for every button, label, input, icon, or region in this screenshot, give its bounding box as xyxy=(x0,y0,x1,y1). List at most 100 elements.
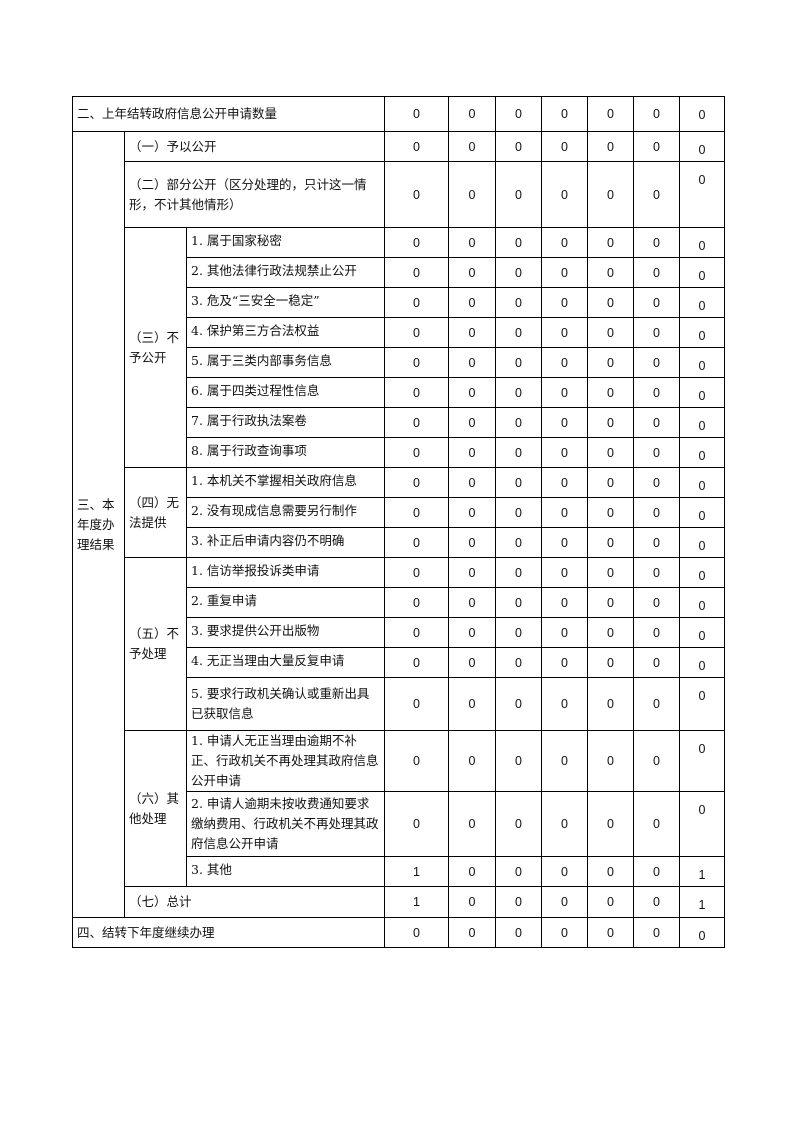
value-cell: 0 xyxy=(679,527,725,558)
value-cell: 0 xyxy=(633,587,680,618)
value-cell: 0 xyxy=(633,257,680,288)
value-cell: 0 xyxy=(495,227,542,258)
value-cell: 0 xyxy=(384,557,449,588)
value-cell: 0 xyxy=(495,677,542,731)
value-cell: 0 xyxy=(495,557,542,588)
value-cell: 0 xyxy=(495,347,542,378)
item-label: 2. 没有现成信息需要另行制作 xyxy=(186,497,385,528)
value-cell: 0 xyxy=(587,587,634,618)
value-cell: 0 xyxy=(679,467,725,498)
value-cell: 0 xyxy=(541,161,588,228)
value-cell: 0 xyxy=(679,317,725,348)
value-cell: 0 xyxy=(384,587,449,618)
value-cell: 0 xyxy=(541,497,588,528)
value-cell: 0 xyxy=(587,257,634,288)
table-row: 2. 重复申请 0 0 0 0 0 0 0 xyxy=(73,587,725,618)
value-cell: 0 xyxy=(541,347,588,378)
value-cell: 0 xyxy=(448,587,496,618)
table-row: （五）不予处理 1. 信访举报投诉类申请 0 0 0 0 0 0 0 xyxy=(73,557,725,731)
item-label: 8. 属于行政查询事项 xyxy=(186,437,385,468)
value-cell: 0 xyxy=(384,791,449,857)
group-label: （六）其他处理 xyxy=(124,730,187,887)
value-cell: 0 xyxy=(448,131,496,162)
value-cell: 0 xyxy=(633,497,680,528)
row-label: （一）予以公开 xyxy=(124,131,385,162)
value-cell: 0 xyxy=(679,161,725,228)
value-cell: 0 xyxy=(384,917,449,948)
value-cell: 0 xyxy=(495,257,542,288)
value-cell: 0 xyxy=(679,730,725,792)
value-cell: 0 xyxy=(587,437,634,468)
value-cell: 0 xyxy=(495,856,542,887)
item-label: 2. 重复申请 xyxy=(186,587,385,618)
table-row: 3. 其他 1 0 0 0 0 0 1 xyxy=(73,856,725,887)
value-cell: 0 xyxy=(448,791,496,857)
value-cell: 0 xyxy=(587,347,634,378)
value-cell: 0 xyxy=(679,407,725,438)
value-cell: 0 xyxy=(541,467,588,498)
value-cell: 0 xyxy=(495,587,542,618)
table-row: 二、上年结转政府信息公开申请数量 0 0 0 0 0 0 0 xyxy=(72,96,725,132)
value-cell: 0 xyxy=(633,677,680,731)
table-row: （三）不予公开 1. 属于国家秘密 0 0 0 0 0 0 0 xyxy=(73,227,725,468)
value-cell: 0 xyxy=(541,227,588,258)
row-label: （二）部分公开（区分处理的，只计这一情形，不计其他情形） xyxy=(124,161,385,228)
value-cell: 0 xyxy=(495,730,542,792)
value-cell: 0 xyxy=(679,287,725,318)
value-cell: 0 xyxy=(587,791,634,857)
table-row: （七）总计 1 0 0 0 0 0 1 xyxy=(73,886,725,918)
value-cell: 0 xyxy=(541,647,588,678)
table-row: 2. 申请人逾期未按收费通知要求缴纳费用、行政机关不再处理其政府信息公开申请 0 0… xyxy=(73,791,725,857)
value-cell: 0 xyxy=(495,377,542,408)
value-cell: 0 xyxy=(587,557,634,588)
value-cell: 0 xyxy=(448,96,496,132)
value-cell: 0 xyxy=(633,131,680,162)
value-cell: 0 xyxy=(587,161,634,228)
value-cell: 0 xyxy=(384,497,449,528)
value-cell: 0 xyxy=(679,257,725,288)
item-label: 1. 申请人无正当理由逾期不补正、行政机关不再处理其政府信息公开申请 xyxy=(186,730,385,792)
value-cell: 0 xyxy=(541,317,588,348)
value-cell: 0 xyxy=(679,557,725,588)
value-cell: 0 xyxy=(541,407,588,438)
value-cell: 0 xyxy=(633,856,680,887)
value-cell: 0 xyxy=(587,886,634,918)
value-cell: 0 xyxy=(495,527,542,558)
value-cell: 0 xyxy=(384,161,449,228)
value-cell: 0 xyxy=(587,617,634,648)
value-cell: 1 xyxy=(679,886,725,918)
value-cell: 0 xyxy=(541,557,588,588)
value-cell: 0 xyxy=(448,161,496,228)
value-cell: 0 xyxy=(384,257,449,288)
group-label: （五）不予处理 xyxy=(124,557,187,731)
value-cell: 0 xyxy=(633,437,680,468)
disclosure-stats-table: 二、上年结转政府信息公开申请数量 0 0 0 0 0 0 0 三、本年度办理结果 （一）予以公开 0… xyxy=(72,96,725,948)
value-cell: 0 xyxy=(384,96,449,132)
value-cell: 0 xyxy=(495,437,542,468)
value-cell: 0 xyxy=(384,377,449,408)
table-row: （四）无法提供 1. 本机关不掌握相关政府信息 0 0 0 0 0 0 0 xyxy=(73,467,725,558)
value-cell: 0 xyxy=(541,131,588,162)
table-row: 4. 保护第三方合法权益 0 0 0 0 0 0 0 xyxy=(73,317,725,348)
value-cell: 0 xyxy=(448,730,496,792)
value-cell: 0 xyxy=(384,617,449,648)
value-cell: 0 xyxy=(541,527,588,558)
value-cell: 0 xyxy=(495,886,542,918)
value-cell: 0 xyxy=(495,497,542,528)
row-label: 二、上年结转政府信息公开申请数量 xyxy=(72,96,385,132)
value-cell: 0 xyxy=(679,227,725,258)
item-label: 5. 要求行政机关确认或重新出具已获取信息 xyxy=(186,677,385,731)
value-cell: 0 xyxy=(448,257,496,288)
item-label: 4. 保护第三方合法权益 xyxy=(186,317,385,348)
table-row: 8. 属于行政查询事项 0 0 0 0 0 0 0 xyxy=(73,437,725,468)
value-cell: 0 xyxy=(633,527,680,558)
value-cell: 0 xyxy=(587,527,634,558)
value-cell: 0 xyxy=(495,467,542,498)
value-cell: 0 xyxy=(384,730,449,792)
value-cell: 0 xyxy=(448,467,496,498)
value-cell: 0 xyxy=(384,347,449,378)
value-cell: 0 xyxy=(633,917,680,948)
value-cell: 0 xyxy=(633,647,680,678)
value-cell: 0 xyxy=(587,131,634,162)
value-cell: 0 xyxy=(587,677,634,731)
